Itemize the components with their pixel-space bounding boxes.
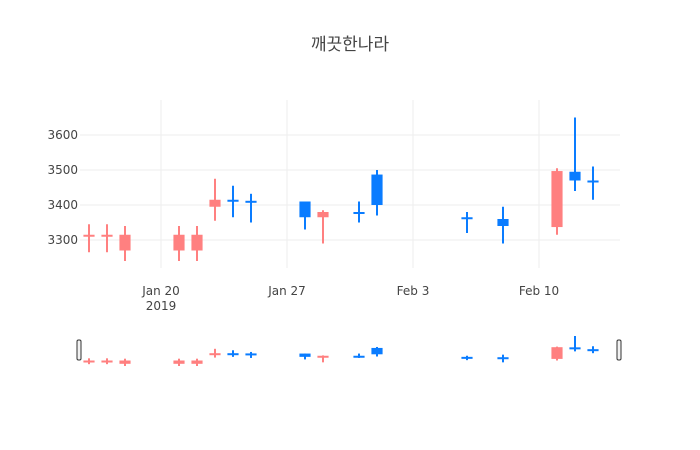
slider-candle-body [497, 357, 509, 360]
x-tick-label: Feb 10 [519, 284, 559, 298]
chart-title: 깨끗한나라 [311, 35, 390, 55]
slider-candle-body [569, 347, 581, 350]
slider-candle-body [173, 360, 185, 364]
slider-candle [227, 350, 239, 357]
candle-increasing [497, 206, 509, 244]
slider-candle [299, 353, 311, 360]
candle-increasing [245, 193, 257, 223]
slider-candle-body [353, 355, 365, 358]
slider-candle-body [245, 353, 257, 356]
range-slider-right-handle[interactable] [616, 339, 622, 361]
slider-candle [317, 355, 329, 363]
slider-candle [209, 348, 221, 358]
x-tick-label: Jan 20 [141, 284, 180, 298]
slider-candle [353, 353, 365, 358]
candle-increasing [299, 201, 311, 230]
candle-body [101, 234, 113, 237]
candle-decreasing [83, 224, 95, 253]
slider-candle [587, 346, 599, 354]
slider-candle-body [551, 347, 563, 359]
slider-candle [173, 358, 185, 366]
y-tick-label: 3500 [47, 163, 78, 177]
candle-decreasing [209, 178, 221, 221]
candle-increasing [461, 212, 473, 233]
candles [83, 117, 599, 261]
range-slider[interactable] [76, 336, 622, 366]
slider-candle [371, 346, 383, 357]
x-tick-label: Feb 3 [397, 284, 430, 298]
candle-decreasing [119, 226, 131, 261]
slider-candle [119, 358, 131, 366]
candle-body [119, 234, 131, 251]
y-tick-label: 3600 [47, 128, 78, 142]
slider-candle [101, 358, 113, 365]
candle-decreasing [101, 224, 113, 253]
slider-candle-body [191, 360, 203, 364]
slider-candle [245, 351, 257, 358]
slider-candle-body [83, 360, 95, 363]
slider-candle-body [371, 347, 383, 355]
candle-increasing [371, 170, 383, 216]
candle-body [209, 199, 221, 207]
candle-body [173, 234, 185, 251]
x-tick-label: Jan 27 [267, 284, 306, 298]
slider-candle-body [209, 353, 221, 356]
slider-candle-body [101, 360, 113, 363]
candle-decreasing [173, 226, 185, 261]
candle-increasing [353, 201, 365, 223]
slider-candle-body [317, 355, 329, 358]
candle-increasing [569, 117, 581, 191]
candle-body [245, 200, 257, 203]
slider-candle [551, 346, 563, 361]
slider-candle [83, 358, 95, 365]
grid [80, 100, 620, 268]
candle-body [461, 217, 473, 220]
slider-candle-body [587, 349, 599, 352]
candle-decreasing [551, 168, 563, 235]
slider-candle-body [227, 353, 239, 356]
candle-body [299, 201, 311, 218]
slider-candle-body [299, 353, 311, 357]
candle-body [83, 234, 95, 237]
candle-body [353, 212, 365, 214]
slider-candle-body [119, 360, 131, 364]
x-tick-sublabel: 2019 [146, 299, 177, 313]
candle-body [227, 199, 239, 202]
candle-body [371, 174, 383, 205]
candle-body [497, 219, 509, 226]
candle-body [317, 212, 329, 218]
candle-increasing [587, 166, 599, 200]
slider-candle [191, 358, 203, 366]
candle-increasing [227, 185, 239, 218]
candle-body [569, 171, 581, 181]
candle-body [191, 234, 203, 251]
y-tick-label: 3300 [47, 233, 78, 247]
slider-candle-body [461, 356, 473, 359]
candle-decreasing [191, 226, 203, 261]
candle-body [551, 171, 563, 228]
slider-candle [461, 355, 473, 361]
slider-candle [569, 336, 581, 352]
candle-decreasing [317, 210, 329, 244]
slider-candle [497, 354, 509, 363]
y-tick-label: 3400 [47, 198, 78, 212]
range-slider-left-handle[interactable] [76, 339, 82, 361]
candle-body [587, 180, 599, 183]
